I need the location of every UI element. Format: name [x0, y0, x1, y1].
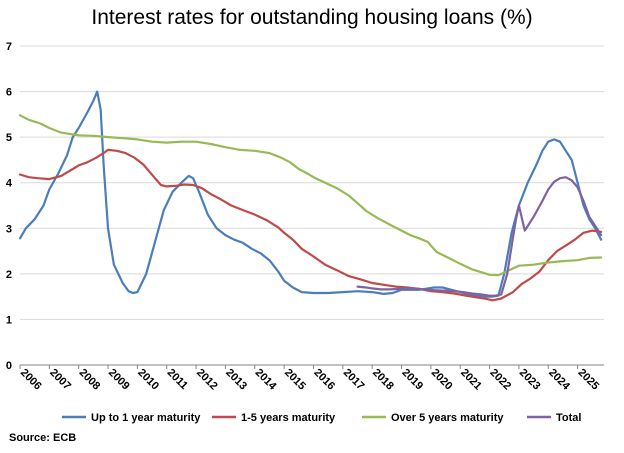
x-tick-label: 2009: [106, 367, 132, 393]
y-tick-label: 3: [6, 223, 12, 235]
y-tick-label: 7: [6, 41, 12, 53]
y-tick-label: 5: [6, 132, 12, 144]
legend-label: 1-5 years maturity: [241, 412, 336, 424]
x-tick-label: 2021: [458, 367, 484, 393]
x-tick-label: 2014: [253, 367, 279, 393]
x-tick-label: 2020: [429, 367, 455, 393]
x-tick-label: 2017: [341, 367, 367, 393]
y-tick-label: 2: [6, 269, 12, 281]
x-tick-label: 2012: [194, 367, 220, 393]
x-tick-label: 2007: [47, 367, 73, 393]
x-tick-label: 2025: [575, 367, 601, 393]
x-tick-label: 2010: [135, 367, 161, 393]
y-tick-label: 4: [6, 178, 13, 190]
x-tick-label: 2018: [370, 367, 396, 393]
x-tick-label: 2024: [546, 367, 572, 393]
series-line-1: [18, 90, 603, 298]
legend-label: Over 5 years maturity: [391, 412, 504, 424]
x-tick-label: 2011: [165, 367, 190, 392]
x-tick-label: 2019: [399, 367, 425, 393]
series-line-2: [18, 148, 603, 302]
series-line-3: [18, 114, 603, 277]
x-tick-label: 2022: [487, 367, 513, 393]
x-tick-label: 2006: [18, 367, 44, 393]
y-tick-label: 1: [6, 314, 12, 326]
x-tick-label: 2016: [311, 367, 337, 393]
x-tick-label: 2015: [282, 367, 308, 393]
series-line-4: [356, 176, 603, 297]
legend-label: Up to 1 year maturity: [91, 412, 201, 424]
legend-label: Total: [556, 412, 581, 424]
x-tick-label: 2008: [77, 367, 103, 393]
y-tick-label: 6: [6, 87, 12, 99]
source-note: Source: ECB: [9, 432, 77, 444]
x-tick-label: 2013: [223, 367, 249, 393]
y-tick-label: 0: [6, 360, 12, 372]
chart-title: Interest rates for outstanding housing l…: [91, 6, 533, 29]
x-tick-label: 2023: [517, 367, 543, 393]
